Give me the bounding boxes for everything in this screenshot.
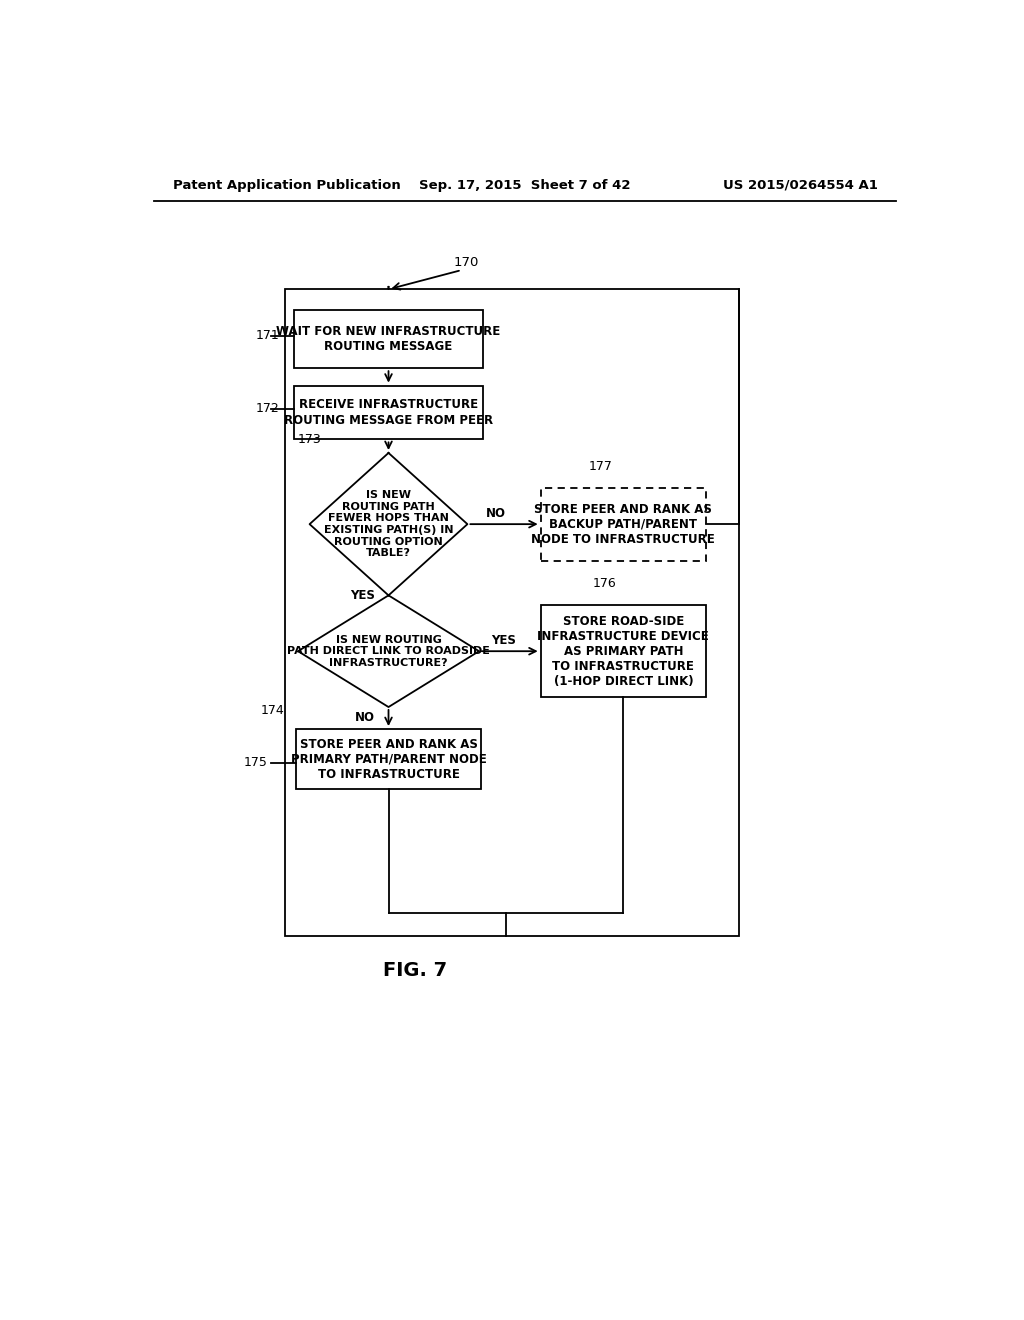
Text: 175: 175 bbox=[244, 756, 267, 770]
Text: FIG. 7: FIG. 7 bbox=[383, 961, 447, 981]
Bar bbox=[541, 605, 707, 697]
Text: 170: 170 bbox=[454, 256, 479, 269]
Bar bbox=[285, 289, 739, 936]
Text: NO: NO bbox=[354, 711, 375, 725]
Text: WAIT FOR NEW INFRASTRUCTURE
ROUTING MESSAGE: WAIT FOR NEW INFRASTRUCTURE ROUTING MESS… bbox=[276, 325, 501, 354]
Text: 177: 177 bbox=[589, 459, 612, 473]
Text: YES: YES bbox=[350, 589, 375, 602]
Text: YES: YES bbox=[492, 634, 516, 647]
Text: 174: 174 bbox=[260, 705, 285, 717]
Bar bbox=[294, 385, 483, 440]
Text: Sep. 17, 2015  Sheet 7 of 42: Sep. 17, 2015 Sheet 7 of 42 bbox=[419, 178, 631, 191]
Text: IS NEW ROUTING
PATH DIRECT LINK TO ROADSIDE
INFRASTRUCTURE?: IS NEW ROUTING PATH DIRECT LINK TO ROADS… bbox=[287, 635, 489, 668]
Text: 172: 172 bbox=[256, 403, 280, 416]
Text: Patent Application Publication: Patent Application Publication bbox=[173, 178, 400, 191]
Text: STORE ROAD-SIDE
INFRASTRUCTURE DEVICE
AS PRIMARY PATH
TO INFRASTRUCTURE
(1-HOP D: STORE ROAD-SIDE INFRASTRUCTURE DEVICE AS… bbox=[538, 615, 710, 688]
Bar bbox=[296, 729, 481, 789]
Text: NO: NO bbox=[486, 507, 506, 520]
Text: 173: 173 bbox=[298, 433, 322, 446]
Text: RECEIVE INFRASTRUCTURE
ROUTING MESSAGE FROM PEER: RECEIVE INFRASTRUCTURE ROUTING MESSAGE F… bbox=[284, 399, 494, 426]
Text: 176: 176 bbox=[592, 577, 616, 590]
Bar bbox=[294, 310, 483, 368]
Text: STORE PEER AND RANK AS
PRIMARY PATH/PARENT NODE
TO INFRASTRUCTURE: STORE PEER AND RANK AS PRIMARY PATH/PARE… bbox=[291, 738, 486, 780]
Text: US 2015/0264554 A1: US 2015/0264554 A1 bbox=[723, 178, 878, 191]
Text: 171: 171 bbox=[256, 329, 280, 342]
Bar bbox=[541, 487, 707, 561]
Text: IS NEW
ROUTING PATH
FEWER HOPS THAN
EXISTING PATH(S) IN
ROUTING OPTION
TABLE?: IS NEW ROUTING PATH FEWER HOPS THAN EXIS… bbox=[324, 490, 454, 558]
Text: STORE PEER AND RANK AS
BACKUP PATH/PARENT
NODE TO INFRASTRUCTURE: STORE PEER AND RANK AS BACKUP PATH/PAREN… bbox=[531, 503, 715, 545]
